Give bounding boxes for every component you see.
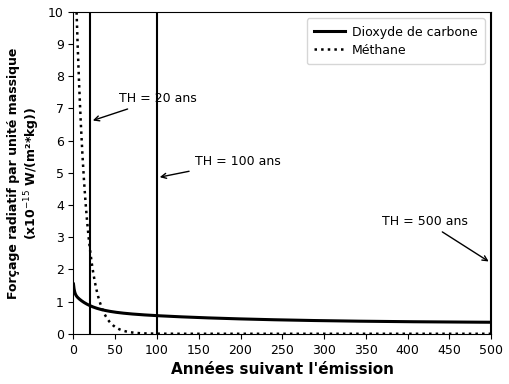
Méthane xyxy=(431,331,437,336)
Méthane xyxy=(170,331,176,336)
Méthane xyxy=(123,329,129,334)
X-axis label: Années suivant l'émission: Années suivant l'émission xyxy=(171,362,393,377)
Text: TH = 100 ans: TH = 100 ans xyxy=(161,155,280,178)
Dioxyde de carbone xyxy=(487,320,493,324)
Line: Méthane: Méthane xyxy=(73,0,490,334)
Text: TH = 500 ans: TH = 500 ans xyxy=(382,215,487,261)
Line: Dioxyde de carbone: Dioxyde de carbone xyxy=(73,284,490,322)
Text: TH = 20 ans: TH = 20 ans xyxy=(94,92,197,121)
Dioxyde de carbone xyxy=(123,311,129,316)
Méthane xyxy=(213,331,219,336)
Dioxyde de carbone xyxy=(440,319,446,324)
Dioxyde de carbone xyxy=(213,316,219,321)
Y-axis label: Forçage radiatif par unité massique
(x10$^{-15}$ W/(m²*kg)): Forçage radiatif par unité massique (x10… xyxy=(7,47,42,298)
Méthane xyxy=(487,331,493,336)
Dioxyde de carbone xyxy=(72,292,78,297)
Dioxyde de carbone xyxy=(70,282,76,286)
Dioxyde de carbone xyxy=(170,314,176,319)
Dioxyde de carbone xyxy=(431,319,437,324)
Méthane xyxy=(440,331,446,336)
Legend: Dioxyde de carbone, Méthane: Dioxyde de carbone, Méthane xyxy=(306,18,484,64)
